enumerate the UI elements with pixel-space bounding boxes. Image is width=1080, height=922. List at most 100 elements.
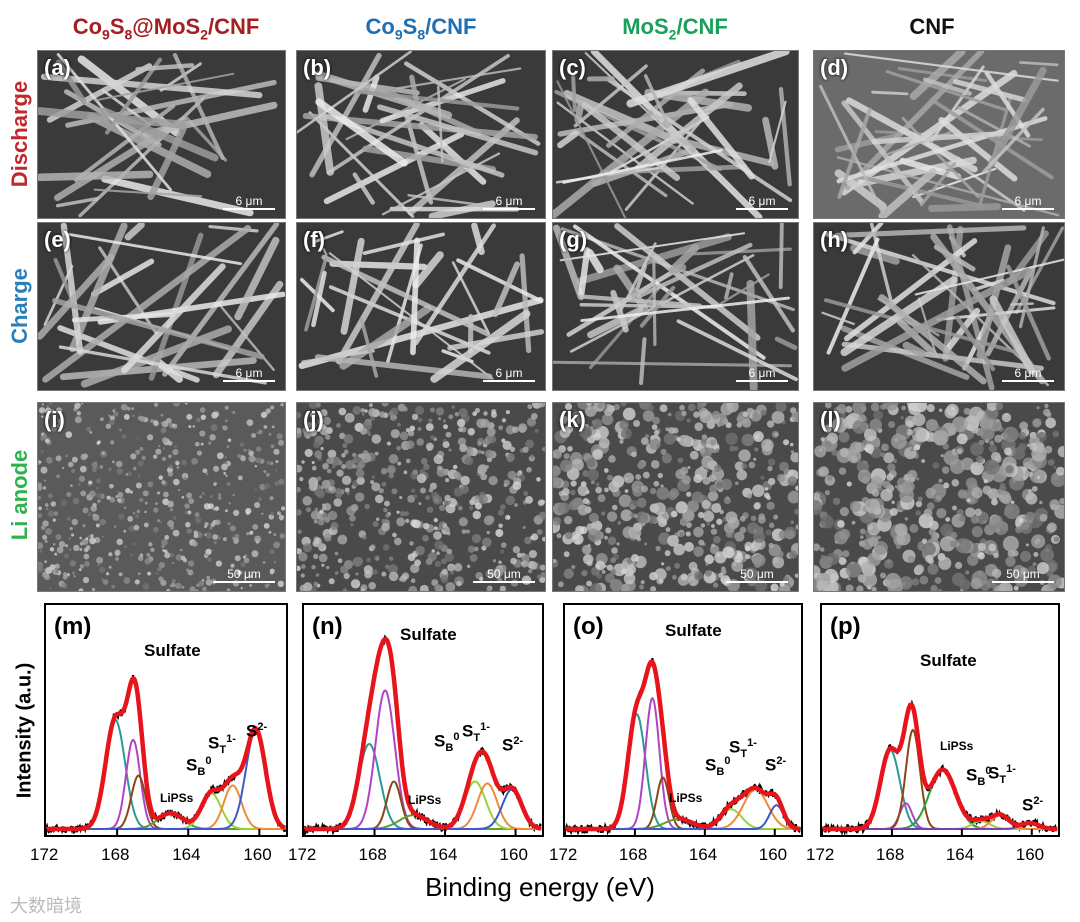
sem-image-panel: (l) 50 μm — [813, 402, 1065, 592]
scale-bar-line — [736, 380, 788, 382]
scale-bar-line — [736, 208, 788, 210]
raw-spectrum-line — [565, 657, 801, 835]
sem-micrograph — [38, 403, 285, 591]
panel-label: (k) — [559, 407, 586, 432]
sem-image-panel: (i) 50 μm — [37, 402, 286, 592]
row-label-charge: Charge — [0, 222, 40, 390]
scale-bar: 50 μm — [213, 567, 275, 583]
x-tick-label: 172 — [30, 845, 59, 864]
scale-bar-line — [483, 380, 535, 382]
scale-bar-line — [483, 208, 535, 210]
xps-panel-label: (p) — [830, 613, 861, 640]
column-title-4: CNF — [909, 14, 955, 39]
fit-envelope-line — [822, 701, 1058, 832]
scale-bar: 50 μm — [726, 567, 788, 583]
panel-label: (g) — [559, 227, 588, 252]
column-title-1: Co9S8@MoS2/CNF — [72, 14, 260, 43]
sulfate-label: Sulfate — [400, 625, 457, 644]
xps-spectrum — [304, 634, 542, 835]
x-tick-label: 164 — [688, 845, 718, 864]
row-label-discharge: Discharge — [0, 50, 40, 218]
sem-micrograph — [553, 223, 798, 390]
x-tick-label: 160 — [1015, 845, 1045, 864]
xps-chart-panel: (p) Sulfate LiPSs SB0 ST1- S2- — [820, 603, 1060, 837]
lipss-label: LiPSs — [408, 793, 442, 807]
sem-image-panel: (g) 6 μm — [552, 222, 799, 391]
sem-image-panel: (e) 6 μm — [37, 222, 286, 391]
row-label-text: Discharge — [7, 80, 33, 188]
fit-peak-sulfate-1 — [822, 748, 1058, 830]
scale-bar-line — [213, 581, 275, 583]
scale-bar: 6 μm — [483, 194, 535, 210]
scale-bar-label: 6 μm — [495, 366, 523, 380]
scale-bar-label: 6 μm — [748, 366, 776, 380]
panel-label: (f) — [303, 227, 325, 252]
s2-label: S2- — [765, 755, 787, 775]
xps-panel-label: (m) — [54, 613, 92, 640]
xps-chart-panel: (n) Sulfate LiPSs SB0 ST1- S2- — [302, 603, 544, 837]
panel-label: (j) — [303, 407, 324, 432]
x-tick-label: 164 — [429, 845, 458, 864]
scale-bar: 6 μm — [736, 194, 788, 210]
st1-label: ST1- — [462, 721, 490, 745]
panel-label: (h) — [820, 227, 849, 252]
s2-label: S2- — [502, 735, 524, 755]
xps-x-axis-label: Binding energy (eV) — [425, 872, 655, 902]
panel-label: (l) — [820, 407, 841, 432]
x-tick-label: 160 — [758, 845, 788, 864]
row-label-text: Charge — [7, 268, 33, 344]
sem-micrograph — [297, 403, 545, 591]
sem-image-panel: (c) 6 μm — [552, 50, 799, 219]
sem-image-panel: (a) 6 μm — [37, 50, 286, 219]
xps-chart-panel: (m) Sulfate LiPSs SB0 ST1- S2- — [44, 603, 288, 837]
scale-bar-label: 6 μm — [235, 366, 263, 380]
scale-bar-label: 6 μm — [235, 194, 263, 208]
x-tick-label: 172 — [549, 845, 578, 864]
x-tick-label: 168 — [101, 845, 130, 864]
sb0-label: SB0 — [705, 755, 731, 779]
sulfate-label: Sulfate — [144, 641, 201, 660]
panel-label: (a) — [44, 55, 71, 80]
fit-envelope-line — [565, 659, 801, 832]
scale-bar-line — [473, 581, 535, 583]
sem-micrograph — [814, 403, 1064, 591]
sem-micrograph — [297, 223, 545, 390]
sem-image-panel: (b) 6 μm — [296, 50, 546, 219]
sb0-label: SB0 — [966, 765, 992, 789]
st1-label: ST1- — [729, 737, 757, 761]
sulfate-label: Sulfate — [665, 621, 722, 640]
scale-bar: 50 μm — [473, 567, 535, 583]
scale-bar-label: 50 μm — [740, 567, 774, 581]
s2-label: S2- — [246, 721, 268, 741]
sem-image-panel: (h) 6 μm — [813, 222, 1065, 391]
scale-bar: 6 μm — [736, 366, 788, 382]
scale-bar-label: 50 μm — [227, 567, 261, 581]
panel-label: (b) — [303, 55, 332, 80]
x-tick-label: 160 — [243, 845, 272, 864]
scale-bar-label: 6 μm — [495, 194, 523, 208]
panel-label: (i) — [44, 407, 65, 432]
scale-bar: 6 μm — [1002, 194, 1054, 210]
scale-bar-line — [223, 208, 275, 210]
x-tick-label: 168 — [358, 845, 387, 864]
panel-label: (e) — [44, 227, 71, 252]
scale-bar-label: 6 μm — [1014, 194, 1042, 208]
xps-spectrum — [565, 657, 801, 835]
x-tick-label: 172 — [288, 845, 317, 864]
row-label-li-anode: Li anode — [0, 400, 40, 590]
sem-micrograph — [814, 223, 1064, 390]
s2-label: S2- — [1022, 795, 1044, 815]
scale-bar: 6 μm — [1002, 366, 1054, 382]
xps-spectrum — [46, 674, 286, 835]
x-tick-label: 168 — [618, 845, 648, 864]
scale-bar-label: 6 μm — [1014, 366, 1042, 380]
scale-bar-label: 50 μm — [487, 567, 521, 581]
x-tick-label: 172 — [806, 845, 835, 864]
xps-panel-label: (o) — [573, 613, 604, 640]
lipss-label: LiPSs — [940, 739, 974, 753]
watermark: 大数暗境 — [10, 896, 82, 916]
sb0-label: SB0 — [186, 755, 212, 779]
lipss-label: LiPSs — [669, 791, 703, 805]
scale-bar: 6 μm — [483, 366, 535, 382]
sem-image-panel: (j) 50 μm — [296, 402, 546, 592]
